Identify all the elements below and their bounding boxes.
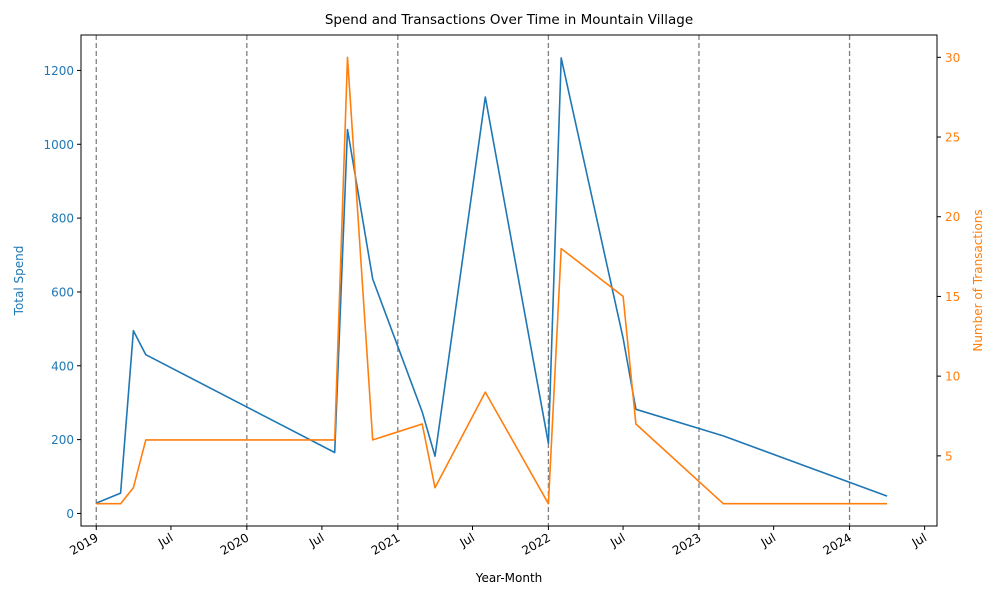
left-y-tick-label: 0 <box>66 507 74 521</box>
left-y-tick-label: 1000 <box>43 138 74 152</box>
left-y-tick-label: 600 <box>51 285 74 299</box>
x-tick-label: 2022 <box>519 530 552 557</box>
spend-line <box>95 57 888 504</box>
x-tick-label: 2019 <box>67 530 100 557</box>
right-y-tick-label: 20 <box>945 210 960 224</box>
left-y-tick-label: 400 <box>51 359 74 373</box>
right-y-tick-label: 15 <box>945 290 960 304</box>
transactions-line <box>96 56 888 505</box>
left-y-tick-label: 1200 <box>43 64 74 78</box>
left-y-axis: 0 200 400 600 800 1000 1200 <box>43 64 81 521</box>
x-tick-label: Jul <box>909 530 929 550</box>
right-y-tick-label: 5 <box>945 449 953 463</box>
right-y-axis-label: Number of Transactions <box>971 209 985 351</box>
x-tick-label: Jul <box>306 530 326 550</box>
x-tick-label: Jul <box>607 530 627 550</box>
left-y-tick-label: 200 <box>51 433 74 447</box>
x-tick-label: 2024 <box>821 530 854 557</box>
x-tick-label: 2021 <box>369 530 402 557</box>
x-axis-label: Year-Month <box>475 571 543 585</box>
right-y-axis: 5 10 15 20 25 30 <box>937 51 960 463</box>
x-tick-label: Jul <box>758 530 778 550</box>
x-axis: 2019 Jul 2020 Jul 2021 Jul 2022 Jul 2023 Jul 2024 J… <box>67 526 929 558</box>
x-tick-label: 2023 <box>670 530 703 557</box>
series-group <box>95 56 888 505</box>
x-tick-label: Jul <box>457 530 477 550</box>
right-y-tick-label: 25 <box>945 131 960 145</box>
right-y-tick-label: 10 <box>945 370 960 384</box>
left-y-tick-label: 800 <box>51 212 74 226</box>
x-tick-label: Jul <box>155 530 175 550</box>
x-tick-label: 2020 <box>218 530 251 557</box>
plot-frame <box>80 34 938 527</box>
left-y-axis-label: Total Spend <box>12 246 26 317</box>
year-lines <box>95 35 851 526</box>
right-y-tick-label: 30 <box>945 51 960 65</box>
chart-title: Spend and Transactions Over Time in Moun… <box>325 12 693 28</box>
